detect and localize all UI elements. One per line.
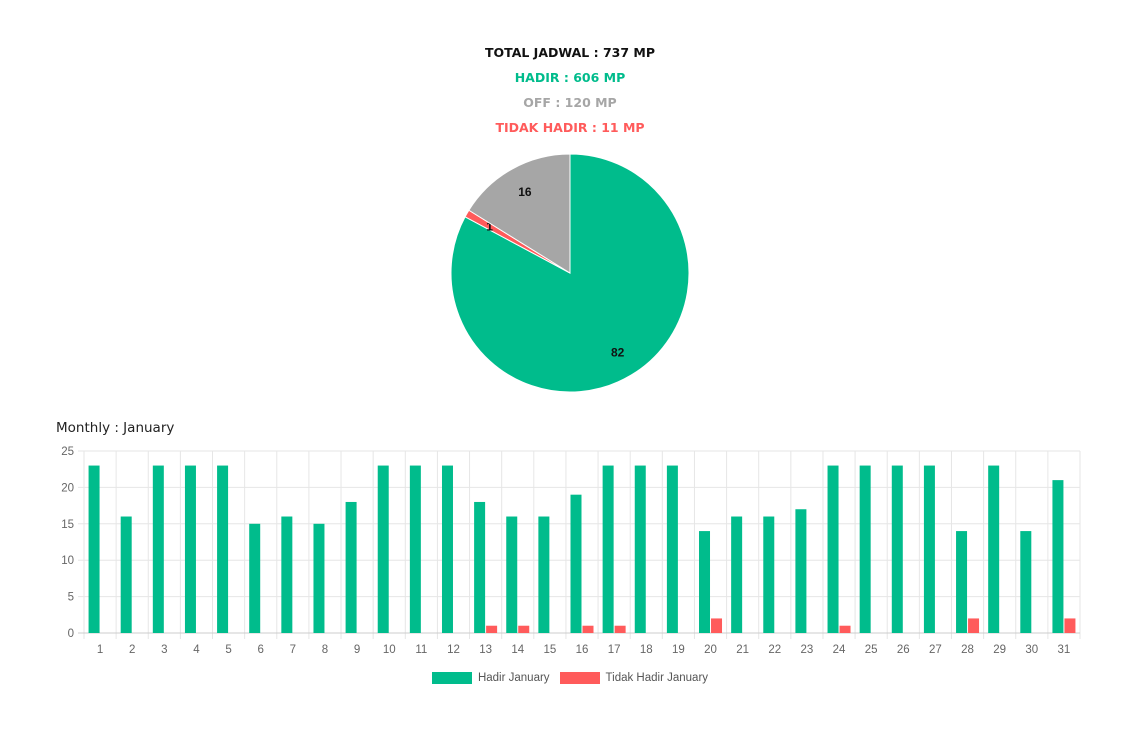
bar-hadir[interactable] [1052, 480, 1064, 633]
pie-chart: 82 1 16 [450, 153, 690, 393]
hadir-label: HADIR : 606 MP [514, 70, 626, 85]
bar-hadir[interactable] [538, 516, 550, 633]
bar-hadir[interactable] [152, 465, 164, 633]
y-tick-label: 5 [68, 592, 74, 604]
x-tick-label: 8 [322, 644, 328, 656]
bar-tidak-hadir[interactable] [1064, 618, 1076, 633]
bar-hadir[interactable] [795, 509, 807, 633]
bar-hadir[interactable] [313, 523, 325, 633]
legend-swatch-hadir [431, 672, 472, 684]
bar-tidak-hadir[interactable] [711, 618, 723, 633]
legend-label-hadir: Hadir January [477, 672, 550, 684]
bar-hadir[interactable] [281, 516, 293, 633]
x-tick-label: 31 [1058, 644, 1071, 656]
bar-hadir[interactable] [249, 523, 261, 633]
x-tick-label: 5 [225, 644, 231, 656]
bar-tidak-hadir[interactable] [839, 625, 851, 633]
bar-hadir[interactable] [923, 465, 935, 633]
x-tick-label: 29 [993, 644, 1006, 656]
bar-hadir[interactable] [763, 516, 775, 633]
x-tick-label: 9 [354, 644, 360, 656]
legend-item-tidak-hadir[interactable]: Tidak Hadir January [559, 672, 709, 684]
x-tick-label: 7 [290, 644, 296, 656]
legend-item-hadir[interactable]: Hadir January [431, 672, 550, 684]
x-tick-label: 18 [640, 644, 653, 656]
monthly-title: Monthly : January [56, 420, 175, 436]
bar-hadir[interactable] [859, 465, 871, 633]
x-tick-label: 24 [833, 644, 846, 656]
bar-hadir[interactable] [441, 465, 453, 633]
bar-hadir[interactable] [1020, 531, 1032, 633]
x-tick-label: 26 [897, 644, 910, 656]
bar-hadir[interactable] [956, 531, 968, 633]
bar-hadir[interactable] [602, 465, 614, 633]
bar-hadir[interactable] [988, 465, 1000, 633]
x-tick-label: 17 [608, 644, 621, 656]
y-tick-label: 20 [61, 482, 74, 494]
legend-label-tidak-hadir: Tidak Hadir January [605, 672, 709, 684]
x-tick-label: 3 [161, 644, 167, 656]
x-tick-label: 27 [929, 644, 942, 656]
x-tick-label: 12 [447, 644, 460, 656]
legend-swatch-tidak-hadir [559, 672, 600, 684]
x-tick-label: 4 [193, 644, 200, 656]
x-tick-label: 22 [768, 644, 781, 656]
y-tick-label: 15 [61, 519, 74, 531]
pie-label-hadir: 82 [611, 346, 625, 360]
bar-hadir[interactable] [731, 516, 743, 633]
x-tick-label: 15 [543, 644, 556, 656]
bar-hadir[interactable] [699, 531, 711, 633]
chart-legend: Hadir January Tidak Hadir January [0, 672, 1140, 684]
off-label: OFF : 120 MP [523, 95, 617, 110]
x-tick-label: 20 [704, 644, 717, 656]
bar-hadir[interactable] [88, 465, 100, 633]
y-tick-label: 0 [68, 628, 74, 640]
x-tick-label: 1 [97, 644, 103, 656]
x-tick-label: 19 [672, 644, 685, 656]
x-tick-label: 10 [383, 644, 396, 656]
bar-hadir[interactable] [666, 465, 678, 633]
bar-hadir[interactable] [827, 465, 839, 633]
bar-hadir[interactable] [570, 494, 582, 633]
bar-hadir[interactable] [474, 501, 486, 633]
x-tick-label: 2 [129, 644, 135, 656]
x-tick-label: 25 [865, 644, 878, 656]
y-tick-label: 25 [61, 446, 74, 458]
bar-hadir[interactable] [217, 465, 229, 633]
x-tick-label: 23 [801, 644, 814, 656]
bar-hadir[interactable] [891, 465, 903, 633]
bar-tidak-hadir[interactable] [614, 625, 626, 633]
x-tick-label: 21 [736, 644, 749, 656]
bar-tidak-hadir[interactable] [582, 625, 594, 633]
x-tick-label: 11 [415, 644, 427, 656]
y-tick-label: 10 [61, 555, 74, 567]
x-tick-label: 16 [576, 644, 589, 656]
x-tick-label: 30 [1025, 644, 1038, 656]
bar-hadir[interactable] [409, 465, 421, 633]
x-tick-label: 28 [961, 644, 974, 656]
bar-hadir[interactable] [184, 465, 196, 633]
bar-tidak-hadir[interactable] [486, 625, 498, 633]
bar-tidak-hadir[interactable] [518, 625, 530, 633]
bar-hadir[interactable] [345, 501, 357, 633]
total-jadwal-label: TOTAL JADWAL : 737 MP [484, 45, 655, 60]
tidak-hadir-label: TIDAK HADIR : 11 MP [495, 120, 645, 135]
bar-hadir[interactable] [634, 465, 646, 633]
x-tick-label: 6 [258, 644, 264, 656]
pie-label-off: 16 [518, 185, 532, 199]
bar-hadir[interactable] [377, 465, 389, 633]
bar-tidak-hadir[interactable] [968, 618, 980, 633]
x-tick-label: 14 [511, 644, 524, 656]
bar-hadir[interactable] [120, 516, 132, 633]
x-tick-label: 13 [479, 644, 492, 656]
pie-slice-off[interactable] [468, 153, 571, 274]
bar-hadir[interactable] [506, 516, 518, 633]
pie-label-tidak-hadir: 1 [486, 220, 493, 234]
